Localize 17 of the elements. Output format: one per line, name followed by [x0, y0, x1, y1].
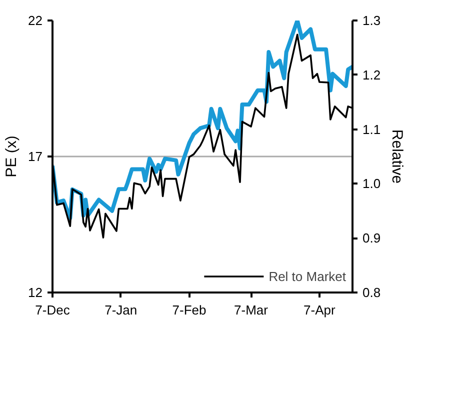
y2-tick-label: 1.1: [362, 122, 381, 137]
y2-tick-label: 1.2: [362, 67, 381, 82]
y2-tick-label: 0.9: [362, 230, 381, 246]
legend-label: Rel to Market: [268, 268, 346, 284]
y2-tick-label: 0.8: [362, 285, 381, 300]
x-tick-label: 7-Apr: [304, 302, 336, 318]
x-tick-label: 7-Dec: [35, 302, 70, 318]
x-tick-label: 7-Jan: [104, 302, 138, 318]
y2-axis-title: Relative: [388, 129, 406, 184]
y-tick-label: 22: [28, 13, 43, 28]
y-tick-label: 17: [28, 149, 43, 164]
y2-tick-label: 1.0: [362, 176, 381, 192]
x-tick-label: 7-Feb: [172, 302, 206, 318]
x-tick-label: 7-Mar: [234, 302, 269, 318]
y-tick-label: 12: [28, 285, 43, 300]
y2-tick-label: 1.3: [362, 13, 381, 28]
y-axis-title: PE (x): [3, 136, 20, 178]
